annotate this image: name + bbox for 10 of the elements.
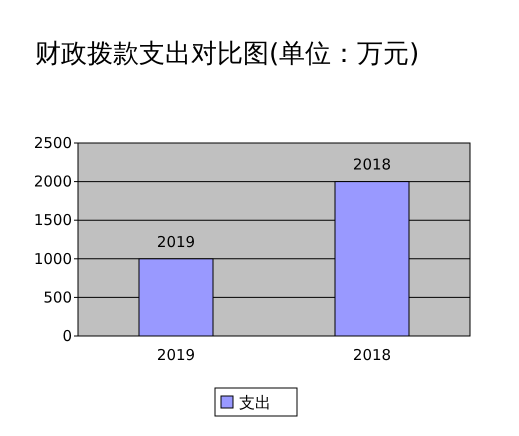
y-tick-label: 500: [43, 288, 72, 306]
y-tick-label: 0: [62, 327, 72, 345]
annotation: 2019: [156, 232, 196, 251]
y-tick-label: 2500: [34, 134, 72, 152]
legend-label: 支出: [239, 393, 271, 412]
annotation: 2018: [352, 156, 392, 174]
chart-title: 财政拨款支出对比图(单位：万元): [35, 39, 420, 69]
y-tick-label: 1000: [34, 250, 72, 268]
y-tick-label: 1500: [34, 211, 72, 230]
y-tick-label: 2000: [34, 172, 72, 191]
